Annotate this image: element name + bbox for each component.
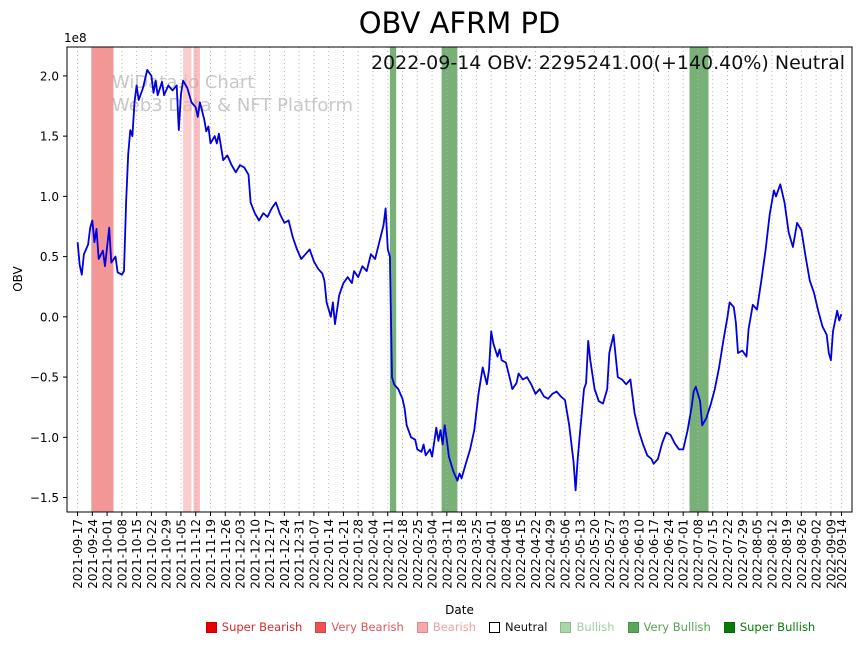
signal-band-very-bullish <box>441 47 458 512</box>
legend-swatch-icon <box>315 621 327 633</box>
y-axis-label: OBV <box>11 266 25 292</box>
x-tick-label: 2022-07-29 <box>736 519 750 589</box>
legend-label: Very Bearish <box>331 620 404 634</box>
x-tick-label: 2021-11-05 <box>174 519 188 589</box>
plot-border <box>66 46 853 513</box>
x-tick-label: 2022-07-22 <box>721 519 735 589</box>
signal-band-bearish <box>183 47 192 512</box>
x-tick-label: 2021-09-17 <box>71 519 85 589</box>
legend: Super Bearish Very Bearish Bearish Neutral B… <box>158 620 863 634</box>
x-tick-label: 2021-12-24 <box>278 519 292 589</box>
x-tick-label: 2022-03-25 <box>470 519 484 589</box>
legend-item-neutral: Neutral <box>489 620 547 634</box>
x-tick-label: 2021-11-19 <box>204 519 218 589</box>
x-tick-label: 2022-08-19 <box>780 519 794 589</box>
x-tick-label: 2022-08-05 <box>751 519 765 589</box>
signal-band-bearish <box>193 47 200 512</box>
x-axis-label: Date <box>445 603 474 617</box>
page-title: OBV AFRM PD <box>358 6 561 40</box>
x-tick-label: 2021-10-01 <box>101 519 115 589</box>
x-tick-label: 2021-09-24 <box>86 519 100 589</box>
x-tick-label: 2021-12-03 <box>234 519 248 589</box>
x-tick-label: 2021-10-08 <box>115 519 129 589</box>
x-tick-label: 2021-10-15 <box>130 519 144 589</box>
x-tick-label: 2021-12-10 <box>248 519 262 589</box>
x-tick-label: 2022-04-01 <box>485 519 499 589</box>
x-tick-label: 2022-02-04 <box>366 519 380 589</box>
x-tick-label: 2022-05-13 <box>573 519 587 589</box>
x-tick-label: 2022-04-29 <box>544 519 558 589</box>
legend-item-bullish: Bullish <box>560 620 615 634</box>
x-tick-label: 2022-06-10 <box>632 519 646 589</box>
x-tick-label: 2021-11-26 <box>219 519 233 589</box>
x-tick-label: 2022-09-02 <box>810 519 824 589</box>
x-tick-label: 2022-04-15 <box>514 519 528 589</box>
signal-band-very-bearish <box>91 47 114 512</box>
y-tick-label: 0.5 <box>40 250 59 264</box>
x-tick-label: 2022-06-17 <box>647 519 661 589</box>
legend-swatch-icon <box>489 621 501 633</box>
x-tick-label: 2021-10-29 <box>160 519 174 589</box>
x-tick-label: 2022-01-21 <box>337 519 351 589</box>
legend-item-bearish: Bearish <box>416 620 477 634</box>
signal-band-very-bullish <box>689 47 709 512</box>
x-tick-label: 2022-04-22 <box>529 519 543 589</box>
legend-item-super-bearish: Super Bearish <box>205 620 303 634</box>
x-tick-label: 2022-03-04 <box>426 519 440 589</box>
x-tick-label: 2022-08-12 <box>765 519 779 589</box>
legend-item-super-bullish: Super Bullish <box>723 620 816 634</box>
x-tick-label: 2022-07-15 <box>706 519 720 589</box>
x-tick-label: 2022-05-06 <box>559 519 573 589</box>
legend-swatch-icon <box>723 621 735 633</box>
x-tick-label: 2021-11-12 <box>189 519 203 589</box>
x-tick-label: 2021-10-22 <box>145 519 159 589</box>
legend-label: Neutral <box>505 620 548 634</box>
x-tick-label: 2022-01-07 <box>307 519 321 589</box>
x-tick-label: 2022-06-24 <box>662 519 676 589</box>
legend-swatch-icon <box>205 621 217 633</box>
legend-swatch-icon <box>627 621 639 633</box>
y-tick-label: −1.5 <box>30 491 59 505</box>
x-tick-label: 2022-09-14 <box>835 519 849 589</box>
x-tick-label: 2022-09-09 <box>824 519 838 589</box>
x-tick-label: 2022-03-11 <box>440 519 454 589</box>
x-tick-label: 2022-06-03 <box>618 519 632 589</box>
obv-annotation: 2022-09-14 OBV: 2295241.00(+140.40%) Neu… <box>370 52 845 74</box>
x-tick-label: 2022-05-20 <box>588 519 602 589</box>
x-tick-label: 2022-02-11 <box>381 519 395 589</box>
y-tick-label: −1.0 <box>30 431 59 445</box>
x-tick-label: 2022-01-28 <box>352 519 366 589</box>
x-tick-label: 2021-12-31 <box>293 519 307 589</box>
y-tick-label: 0.0 <box>40 310 59 324</box>
y-tick-label: 1.5 <box>40 130 59 144</box>
legend-label: Super Bearish <box>221 620 303 634</box>
x-tick-label: 2021-12-17 <box>263 519 277 589</box>
obv-series-line <box>76 69 843 492</box>
watermark-line-2: Web3 Data & NFT Platform <box>112 95 354 117</box>
legend-label: Bearish <box>432 620 477 634</box>
x-tick-label: 2022-03-18 <box>455 519 469 589</box>
legend-swatch-icon <box>560 621 572 633</box>
legend-swatch-icon <box>416 621 428 633</box>
x-tick-label: 2022-02-25 <box>411 519 425 589</box>
legend-item-very-bullish: Very Bullish <box>627 620 711 634</box>
y-axis-offset-label: 1e8 <box>64 31 87 45</box>
y-tick-label: −0.5 <box>30 371 59 385</box>
x-tick-label: 2022-04-08 <box>499 519 513 589</box>
signal-band-very-bullish <box>389 47 397 512</box>
x-tick-label: 2022-01-14 <box>322 519 336 589</box>
legend-label: Bullish <box>576 620 615 634</box>
legend-item-very-bearish: Very Bearish <box>315 620 404 634</box>
legend-label: Very Bullish <box>643 620 711 634</box>
y-tick-label: 2.0 <box>40 69 59 83</box>
x-tick-label: 2022-07-01 <box>677 519 691 589</box>
x-tick-label: 2022-02-18 <box>396 519 410 589</box>
legend-label: Super Bullish <box>739 620 816 634</box>
x-tick-label: 2022-05-27 <box>603 519 617 589</box>
x-tick-label: 2022-08-26 <box>795 519 809 589</box>
x-tick-label: 2022-07-08 <box>691 519 705 589</box>
y-tick-label: 1.0 <box>40 190 59 204</box>
